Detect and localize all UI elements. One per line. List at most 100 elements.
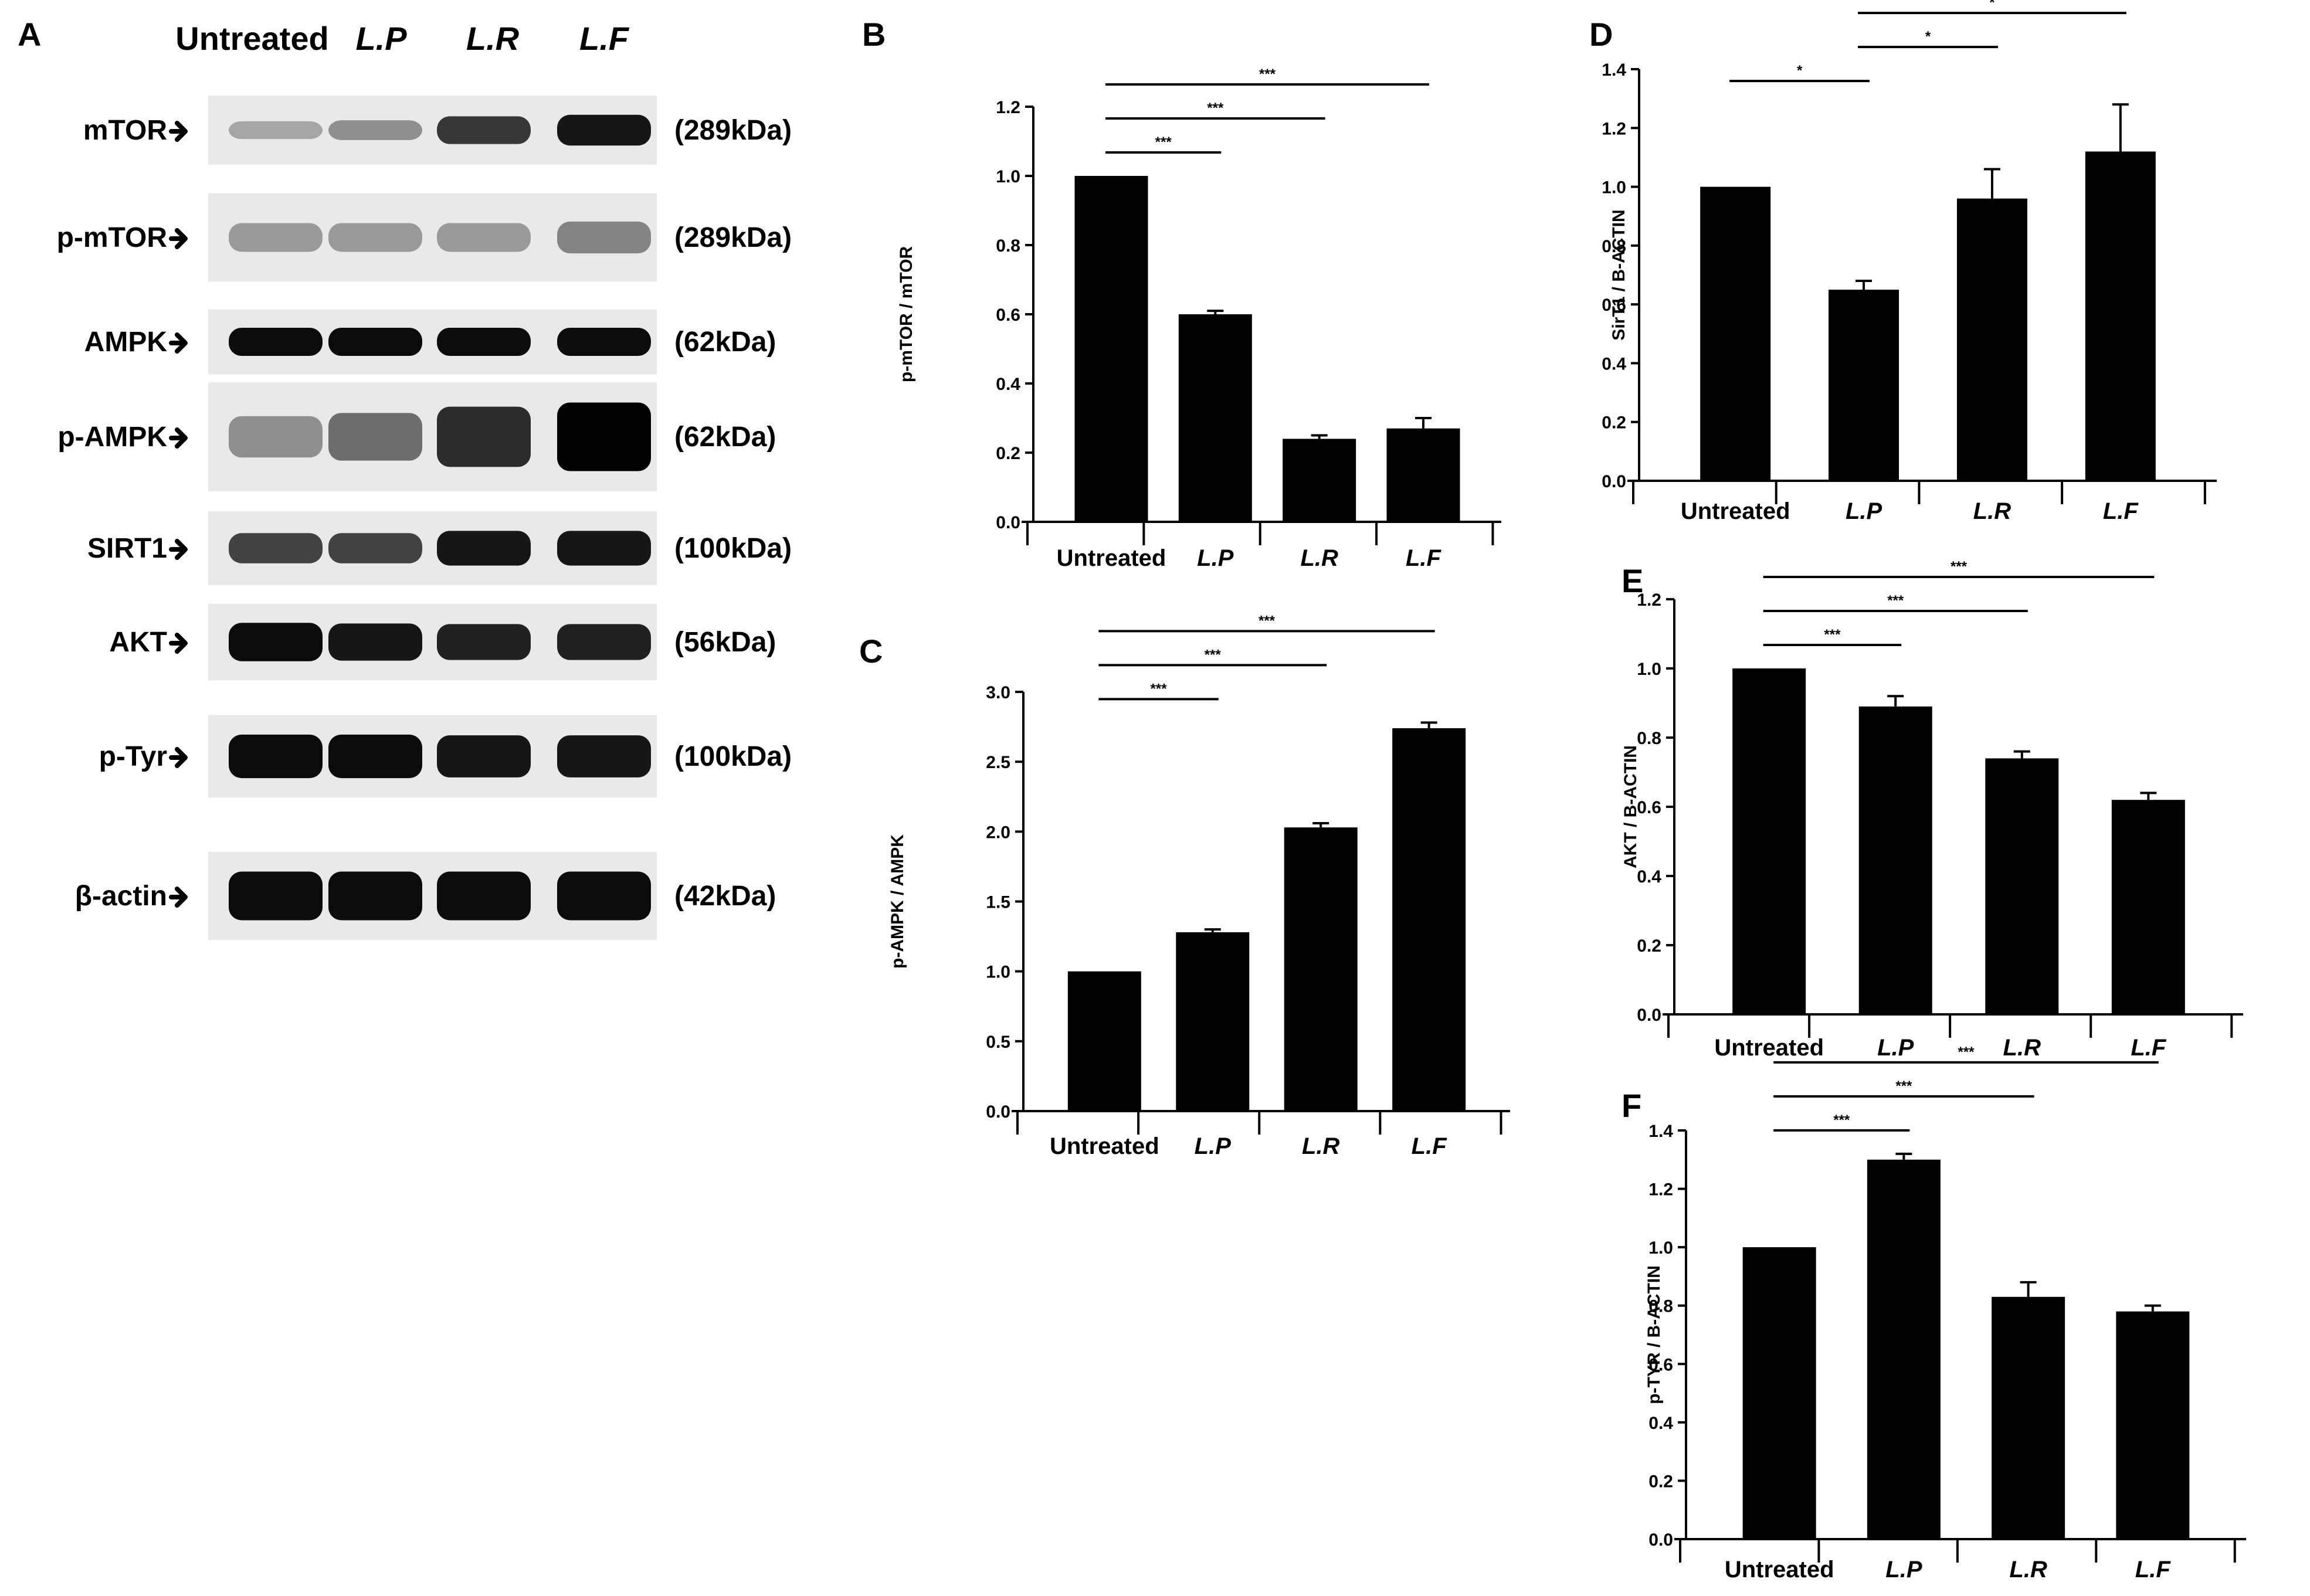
blot-band [557,114,651,146]
blot-row-AMPK: AMPK (62kDa) [84,309,776,375]
blot-band [437,735,531,777]
y-tick-label: 3.0 [986,683,1010,702]
arrow-icon [169,332,188,354]
y-tick-label: 0.0 [1637,1006,1661,1025]
chart-panel-C: C 0.0 0.5 1.0 1.5 2.0 2.5 3.0 p-AMPK / AMPK Untre… [859,613,1510,1159]
arrow-icon [169,887,188,908]
lane-header: L.P [355,20,407,57]
bar [1067,971,1141,1111]
panel-label: D [1589,16,1613,53]
blot-band [557,402,651,471]
y-tick-label: 0.4 [1648,1414,1673,1433]
category-label: L.P [1195,1133,1232,1159]
blot-row-label: p-mTOR [57,222,167,253]
category-label: Untreated [1050,1133,1159,1159]
bar [1074,176,1148,522]
blot-band [557,871,651,921]
category-label: Untreated [1714,1035,1824,1061]
blot-row-label: SIRT1 [87,533,167,564]
blot-band [437,328,531,356]
panel-label-a: A [18,16,41,53]
bar [1732,668,1806,1014]
category-label: L.F [1406,545,1442,571]
y-tick-label: 0.4 [1602,354,1626,373]
significance-label: *** [1895,1078,1912,1094]
blot-band [437,531,531,566]
bar [2085,151,2156,481]
category-label: L.R [2009,1557,2047,1583]
y-tick-label: 1.4 [1648,1122,1673,1141]
blot-band [229,734,323,779]
y-axis-label: p-mTOR / mTOR [897,246,916,383]
y-tick-label: 1.2 [1637,590,1661,610]
arrow-icon [169,228,188,249]
bar [1284,827,1358,1111]
blot-band [328,623,422,661]
blot-band [328,871,422,921]
category-label: L.F [1412,1133,1448,1159]
significance-label: *** [1887,593,1904,609]
y-tick-label: 0.8 [1602,237,1626,256]
significance-label: *** [1958,1044,1975,1060]
y-axis-label: p-TYR / B-ACTIN [1644,1265,1664,1404]
arrow-icon [169,747,188,768]
blot-band [557,531,651,566]
blot-kda-label: (62kDa) [674,327,776,358]
y-tick-label: 1.4 [1602,60,1626,80]
category-label: L.R [1973,498,2012,524]
significance-label: *** [1824,627,1841,643]
category-label: L.R [2003,1035,2041,1061]
y-tick-label: 0.8 [1637,729,1661,748]
category-label: L.P [1197,545,1234,571]
blot-row-label: p-AMPK [57,422,167,453]
blot-row-label: AMPK [84,327,168,358]
bar [1176,932,1250,1111]
y-tick-label: 0.6 [1648,1355,1673,1374]
y-tick-label: 0.2 [996,444,1020,463]
y-axis-label: SirT1 / B-ACTIN [1609,209,1629,340]
category-label: L.P [1885,1557,1922,1583]
y-tick-label: 1.0 [986,963,1010,982]
blot-row-SIRT1: SIRT1 (100kDa) [87,511,792,585]
blot-band [229,623,323,661]
blot-kda-label: (42kDa) [674,881,776,912]
category-label: Untreated [1681,498,1790,524]
category-label: Untreated [1057,545,1166,571]
bar [1742,1247,1816,1539]
western-blot-panel: A Untreated L.P L.R L.F mTOR (289kDa) p-mTOR (28… [18,16,792,940]
blot-kda-label: (62kDa) [674,422,776,453]
blot-band [557,221,651,254]
y-tick-label: 1.0 [1602,178,1626,198]
blot-band [328,734,422,779]
chart-panel-E: E 0.0 0.2 0.4 0.6 0.8 1.0 1.2 AKT / B-ACTIN Untre… [1621,559,2243,1061]
blot-kda-label: (56kDa) [674,627,776,658]
category-label: L.F [2131,1035,2167,1061]
panel-label: F [1622,1087,1641,1124]
blot-band [437,116,531,144]
category-label: L.F [2103,498,2139,524]
arrow-icon [169,427,188,449]
lane-header: Untreated [175,20,328,57]
blot-band [437,406,531,467]
category-label: L.R [1300,545,1338,571]
significance-label: * [1925,29,1931,45]
y-tick-label: 0.2 [1637,936,1661,956]
y-tick-label: 0.2 [1648,1472,1673,1491]
panel-label: C [859,633,883,670]
category-label: L.F [2135,1557,2172,1583]
y-tick-label: 2.5 [986,753,1010,772]
y-tick-label: 0.6 [996,305,1020,325]
blot-band [557,328,651,356]
bar [1700,186,1771,481]
blot-band [328,120,422,140]
blot-band [437,223,531,252]
blot-band [328,328,422,356]
blot-row-label: AKT [109,627,167,658]
blot-band [328,413,422,461]
arrow-icon [169,539,188,560]
y-tick-label: 0.6 [1602,296,1626,315]
y-tick-label: 1.2 [1648,1180,1673,1200]
blot-row-label: β-actin [75,881,167,912]
significance-label: *** [1259,66,1276,82]
